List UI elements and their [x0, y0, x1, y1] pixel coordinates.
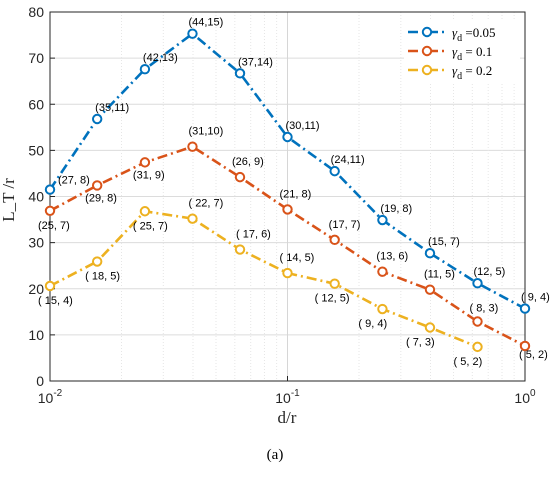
data-point	[282, 131, 293, 143]
data-point	[424, 284, 436, 295]
line-chart: 0 10 20 30 40 50 60 70 80 10-2 10-1 100 (27, 8) (35…	[0, 4, 550, 427]
data-point	[234, 244, 246, 255]
data-point	[377, 214, 388, 226]
data-point	[519, 303, 531, 314]
data-point	[139, 157, 151, 168]
data-point	[234, 171, 246, 183]
data-label: (31,10)	[188, 126, 223, 138]
data-point	[329, 278, 340, 289]
data-label: (15, 7)	[428, 236, 460, 248]
y-tick-label: 0	[36, 373, 44, 389]
data-label: ( 9, 4)	[521, 292, 550, 304]
data-label: ( 25, 7)	[133, 220, 168, 232]
data-point	[424, 248, 436, 259]
data-label: (29, 8)	[85, 192, 117, 204]
data-point	[91, 113, 103, 125]
data-point	[91, 256, 103, 267]
data-label: (27, 8)	[58, 175, 90, 187]
y-tick-label: 10	[28, 327, 44, 343]
data-point	[377, 303, 388, 315]
data-point	[472, 341, 483, 353]
y-tick-label: 30	[28, 235, 44, 251]
y-tick-label: 60	[28, 96, 44, 112]
data-label: ( 18, 5)	[85, 271, 120, 283]
data-label: (21, 8)	[280, 188, 312, 200]
legend-marker	[421, 45, 433, 57]
data-label: ( 9, 4)	[358, 318, 387, 330]
legend-marker	[421, 26, 433, 38]
data-point	[282, 204, 293, 215]
data-label: (37,14)	[238, 56, 273, 68]
x-tick-label: 10-2	[38, 388, 63, 406]
data-point	[519, 340, 531, 352]
data-point	[472, 316, 483, 327]
y-tick-label: 40	[28, 189, 44, 205]
data-label: (44,15)	[188, 17, 223, 29]
data-point	[329, 234, 340, 246]
data-label: (24,11)	[331, 154, 365, 166]
series-group	[44, 28, 531, 353]
x-axis-label: d/r	[278, 408, 297, 427]
data-label: ( 7, 3)	[406, 336, 435, 348]
grid	[50, 12, 525, 381]
y-axis-label: L_T /r	[0, 178, 18, 222]
legend-entry-label: γd = 0.1	[452, 44, 492, 63]
legend-entry-label: γd =0.05	[452, 25, 495, 44]
data-label: (13, 6)	[376, 251, 408, 263]
y-tick-label: 20	[28, 281, 44, 297]
data-point	[139, 63, 151, 75]
data-label: (19, 8)	[380, 203, 412, 215]
data-label: (12, 5)	[474, 266, 506, 278]
data-point	[44, 205, 56, 216]
data-point	[424, 322, 436, 333]
data-label: (25, 7)	[38, 220, 70, 232]
data-point	[187, 28, 198, 39]
series-line-2	[49, 145, 526, 348]
y-tick-label: 50	[28, 142, 44, 158]
y-axis-ticks: 0 10 20 30 40 50 60 70 80	[28, 4, 55, 389]
x-tick-label: 10-1	[275, 388, 300, 406]
data-label: ( 22, 7)	[188, 198, 223, 210]
data-label: ( 8, 3)	[470, 302, 499, 314]
data-label: (17, 7)	[329, 219, 361, 231]
x-axis-ticks: 10-2 10-1 100	[38, 376, 536, 406]
data-point	[139, 206, 151, 217]
x-tick-label: 100	[514, 388, 536, 406]
data-label: (42,13)	[143, 52, 178, 64]
data-point	[282, 267, 293, 279]
legend-marker	[421, 64, 433, 76]
figure-caption: (a)	[266, 447, 284, 463]
data-label: (35,11)	[95, 102, 129, 114]
data-label: ( 12, 5)	[315, 293, 350, 305]
data-label-group: (27, 8) (35,11) (42,13) (44,15) (37,14) (30,1…	[38, 17, 550, 368]
legend-entry-label: γd = 0.2	[452, 63, 492, 82]
data-point	[234, 68, 246, 79]
y-tick-label: 80	[28, 4, 44, 20]
data-label: (26, 9)	[232, 156, 264, 168]
data-point	[472, 278, 483, 289]
data-label: (31, 9)	[133, 169, 165, 181]
data-label: ( 5, 2)	[519, 349, 548, 361]
series-line-3	[49, 210, 478, 349]
data-point	[44, 184, 56, 195]
data-label: ( 15, 4)	[38, 295, 73, 307]
data-point	[377, 266, 388, 277]
data-label: (30,11)	[286, 120, 320, 132]
data-label: ( 14, 5)	[280, 252, 315, 264]
data-label: ( 5, 2)	[454, 356, 483, 368]
data-point	[44, 280, 56, 292]
data-label: (11, 5)	[424, 269, 455, 281]
data-point	[187, 141, 198, 152]
data-point	[329, 165, 340, 177]
y-tick-label: 70	[28, 50, 44, 66]
data-point	[91, 180, 103, 191]
data-point	[187, 213, 198, 224]
data-label: ( 17, 6)	[236, 229, 271, 241]
